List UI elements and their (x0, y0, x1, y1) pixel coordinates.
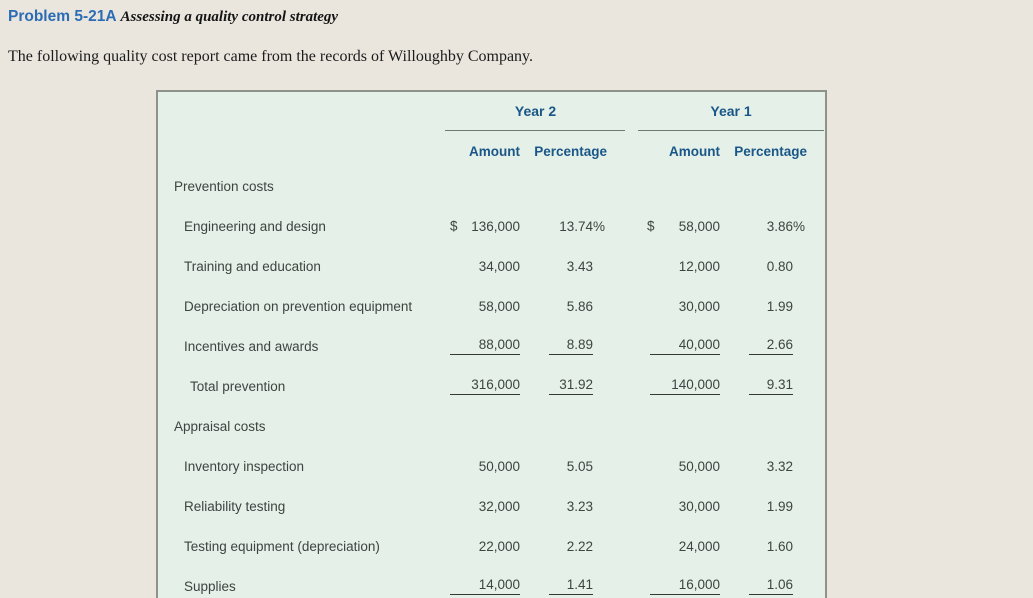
cell-y2-amount: 14,000 (446, 566, 520, 598)
row-label: Reliability testing (184, 498, 286, 514)
cell-y1-percentage: 1.99 (766, 298, 794, 314)
table-row: Inventory inspection 50,000 5.05 50,000 … (158, 446, 825, 486)
row-label: Supplies (184, 578, 236, 594)
cell-y1-amount: 12,000 (678, 258, 721, 274)
dollar-sign: $ (450, 218, 458, 234)
cell-y1-percentage: 3.32 (766, 458, 794, 474)
cell-y2-amount: $136,000 (450, 218, 520, 234)
dollar-sign: $ (647, 218, 655, 234)
cell-y2-amount: 316,000 (446, 366, 520, 406)
row-label: Incentives and awards (184, 338, 319, 354)
table-row-section: Appraisal costs (158, 406, 825, 446)
year2-header: Year 2 (514, 103, 557, 119)
table-row: Testing equipment (depreciation) 22,000 … (158, 526, 825, 566)
column-header-row: Amount Percentage Amount Percentage (158, 130, 825, 166)
cell-y1-amount: 50,000 (678, 458, 721, 474)
table-row: Supplies 14,000 1.41 16,000 1.06 (158, 566, 825, 598)
cell-y1-amount: 40,000 (647, 326, 721, 366)
row-label: Total prevention (190, 378, 286, 394)
cell-y2-amount: 58,000 (478, 298, 520, 314)
cell-y2-percentage: 5.86 (566, 298, 594, 314)
cell-y2-percentage: 2.22 (566, 538, 594, 554)
cell-y1-percentage: 2.66 (720, 326, 805, 366)
intro-paragraph: The following quality cost report came f… (8, 48, 534, 65)
table-row: Depreciation on prevention equipment 58,… (158, 286, 825, 326)
row-label: Appraisal costs (174, 418, 266, 434)
table-row: Training and education 34,000 3.43 12,00… (158, 246, 825, 286)
cell-y2-amount: 22,000 (478, 538, 520, 554)
cell-y1-percentage: 9.31 (720, 366, 805, 406)
cell-y2-percentage: 1.41 (520, 566, 605, 598)
cell-y1-percentage: 3.86% (766, 218, 806, 234)
cell-y2-percentage: 5.05 (566, 458, 594, 474)
row-label: Training and education (184, 258, 321, 274)
cell-y1-amount: 140,000 (647, 366, 721, 406)
row-label: Testing equipment (depreciation) (184, 538, 380, 554)
cell-y1-percentage: 0.80 (766, 258, 794, 274)
cell-y2-amount: 32,000 (478, 498, 520, 514)
cell-y2-percentage: 3.43 (566, 258, 594, 274)
y2-amount-header: Amount (469, 144, 520, 159)
year1-header: Year 1 (710, 103, 752, 119)
cell-y1-amount: $58,000 (647, 218, 721, 234)
cell-y2-amount: 88,000 (446, 326, 520, 366)
y1-amount-header: Amount (669, 144, 721, 159)
problem-number: Problem 5-21A (8, 8, 117, 25)
table-row-total: Total prevention 316,000 31.92 140,000 9… (158, 366, 825, 406)
cell-y1-percentage: 1.60 (766, 538, 794, 554)
table-row-section: Prevention costs (158, 166, 825, 206)
cell-y2-percentage: 3.23 (566, 498, 594, 514)
row-label: Engineering and design (184, 218, 326, 234)
cell-y1-amount: 30,000 (678, 298, 721, 314)
row-label: Depreciation on prevention equipment (184, 298, 413, 314)
table-row: Incentives and awards 88,000 8.89 40,000… (158, 326, 825, 366)
table-row: Reliability testing 32,000 3.23 30,000 1… (158, 486, 825, 526)
cell-y2-percentage: 13.74% (559, 218, 606, 234)
cell-y2-percentage: 31.92 (520, 366, 605, 406)
table-row: Engineering and design $136,000 13.74% $… (158, 206, 825, 246)
year2-header-rule (445, 130, 625, 131)
quality-cost-report-table: Year 2 Year 1 Amount Percentage Amount P… (156, 90, 827, 598)
problem-title: Assessing a quality control strategy (120, 9, 339, 25)
y1-percentage-header: Percentage (734, 144, 808, 159)
row-label: Inventory inspection (184, 458, 305, 474)
cell-y1-amount: 24,000 (678, 538, 721, 554)
cell-y1-percentage: 1.06 (720, 566, 805, 598)
cell-y2-percentage: 8.89 (520, 326, 605, 366)
row-label: Prevention costs (174, 178, 274, 194)
cell-y1-percentage: 1.99 (766, 498, 794, 514)
report-grid: Year 2 Year 1 Amount Percentage Amount P… (158, 92, 825, 598)
cell-y1-amount: 16,000 (647, 566, 721, 598)
y2-percentage-header: Percentage (534, 144, 608, 159)
year1-header-rule (638, 130, 824, 131)
problem-heading: Problem 5-21A Assessing a quality control… (8, 8, 338, 26)
cell-y2-amount: 34,000 (478, 258, 520, 274)
year-header-row: Year 2 Year 1 (158, 92, 825, 130)
cell-y1-amount: 30,000 (678, 498, 721, 514)
cell-y2-amount: 50,000 (478, 458, 520, 474)
